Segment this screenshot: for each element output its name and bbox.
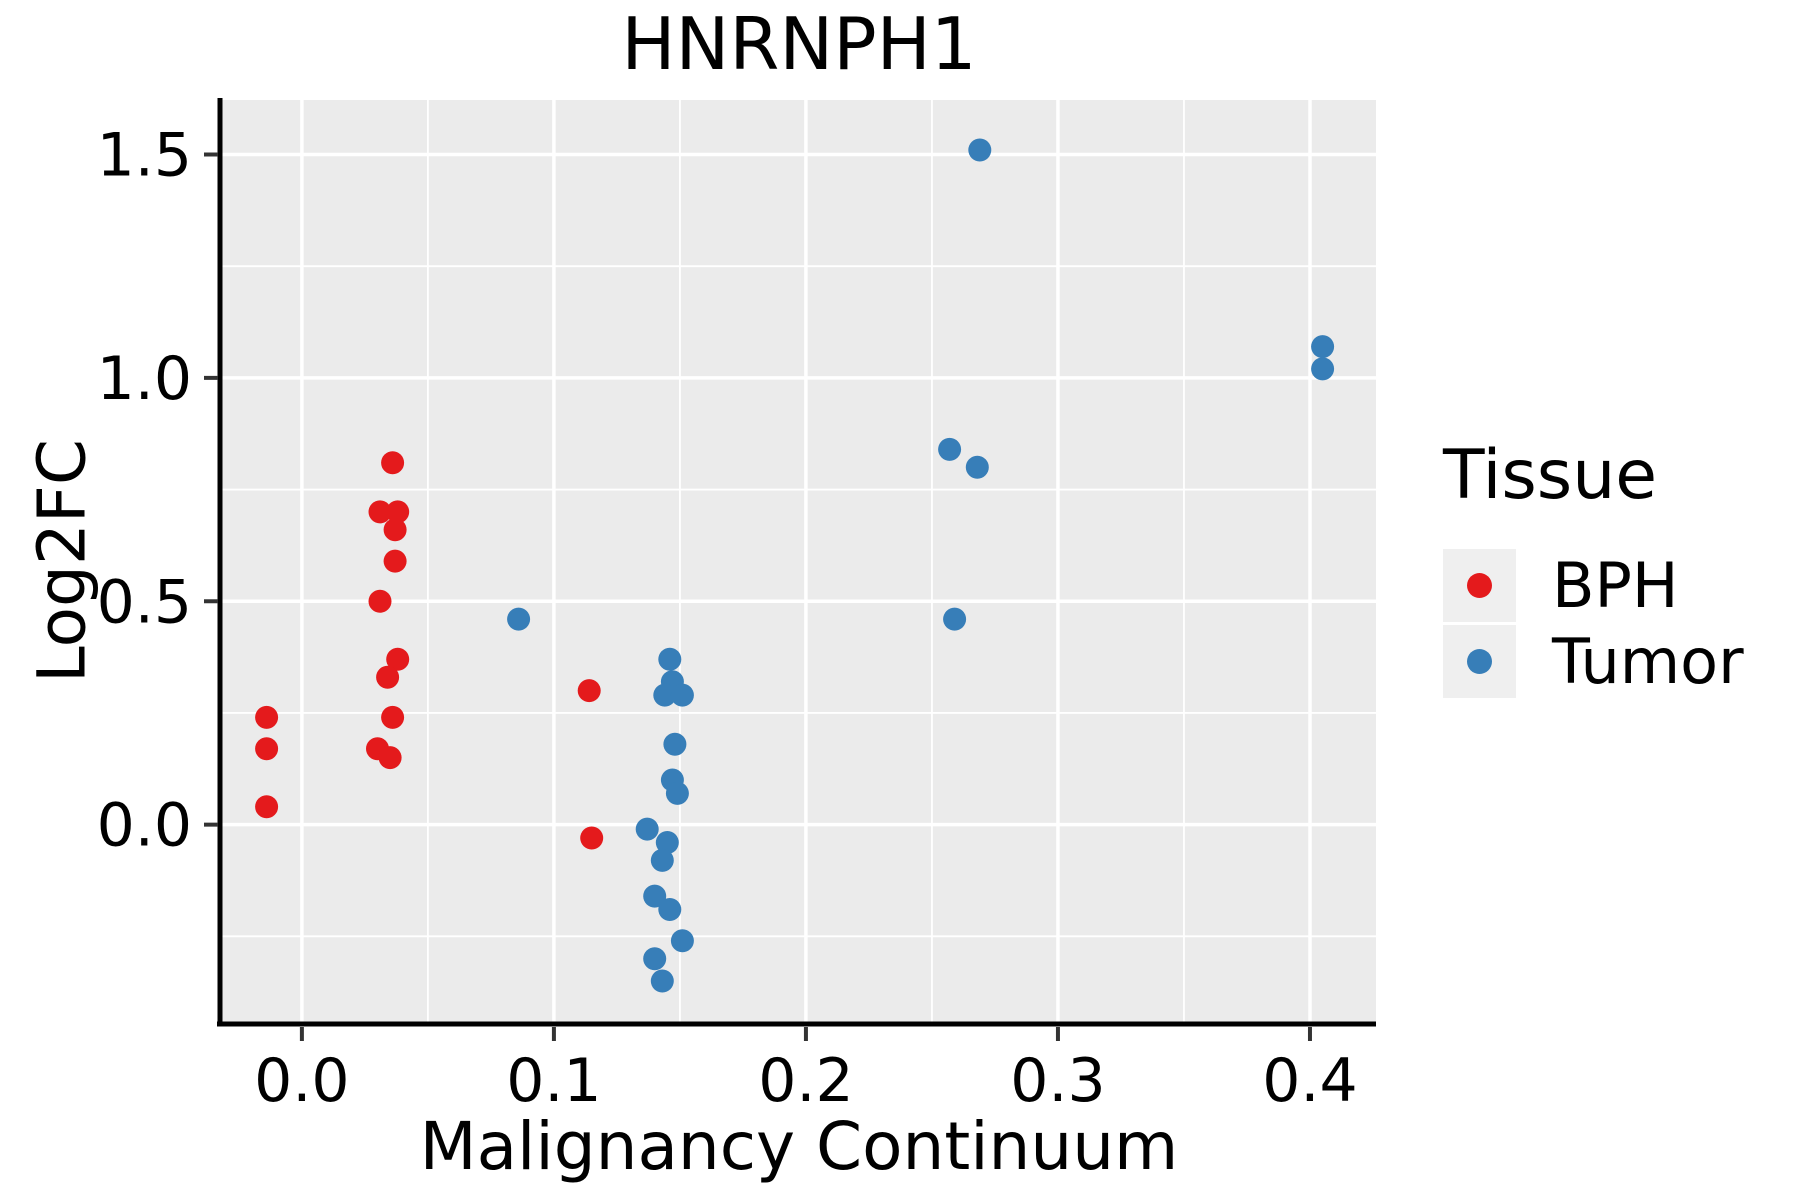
data-point-bph: [386, 647, 410, 671]
y-tick-label: 1.0: [97, 344, 192, 414]
data-point-bph: [381, 705, 405, 729]
data-point-tumor: [643, 884, 667, 908]
bph-marker-icon: [1467, 573, 1492, 598]
data-point-tumor: [665, 781, 689, 805]
data-point-bph: [577, 679, 601, 703]
x-axis-label: Malignancy Continuum: [419, 1108, 1179, 1185]
data-point-tumor: [635, 817, 659, 841]
x-tick-label: 0.4: [1262, 1046, 1357, 1116]
legend-title: Tissue: [1443, 436, 1658, 515]
legend-label-tumor: Tumor: [1552, 625, 1744, 698]
data-point-tumor: [650, 848, 674, 872]
data-point-tumor: [658, 647, 682, 671]
y-tick-label: 1.5: [97, 121, 192, 191]
chart-title: HNRNPH1: [621, 2, 977, 86]
data-point-bph: [378, 746, 402, 770]
data-point-bph: [376, 665, 400, 689]
legend-key-tumor: [1443, 625, 1516, 698]
x-tick-label: 0.3: [1010, 1046, 1105, 1116]
data-point-tumor: [965, 455, 989, 479]
y-axis-label: Log2FC: [23, 439, 101, 683]
data-point-bph: [255, 795, 279, 819]
x-tick-label: 0.2: [758, 1046, 853, 1116]
data-point-tumor: [1311, 357, 1335, 381]
data-point-tumor: [643, 947, 667, 971]
legend-key-bph: [1443, 549, 1516, 622]
data-point-bph: [383, 549, 407, 573]
data-point-bph: [255, 737, 279, 761]
x-tick-label: 0.1: [506, 1046, 601, 1116]
y-tick-label: 0.0: [97, 791, 192, 861]
legend-label-bph: BPH: [1552, 549, 1679, 622]
data-point-tumor: [653, 683, 677, 707]
x-tick-label: 0.0: [254, 1046, 349, 1116]
data-point-bph: [386, 500, 410, 524]
data-point-tumor: [943, 607, 967, 631]
legend-entry-bph: BPH: [1443, 549, 1744, 622]
data-point-bph: [381, 451, 405, 475]
data-point-bph: [255, 705, 279, 729]
legend-entry-tumor: Tumor: [1443, 625, 1744, 698]
data-point-bph: [383, 518, 407, 542]
tumor-marker-icon: [1467, 649, 1492, 674]
legend: Tissue BPH Tumor: [1443, 436, 1744, 701]
data-point-bph: [580, 826, 604, 850]
data-point-tumor: [655, 831, 679, 854]
data-point-bph: [368, 589, 392, 613]
data-point-bph: [368, 500, 392, 524]
data-point-tumor: [650, 969, 674, 993]
data-point-tumor: [663, 732, 687, 756]
data-point-tumor: [968, 138, 992, 162]
data-point-tumor: [938, 437, 962, 461]
data-point-tumor: [670, 929, 694, 953]
y-tick-label: 0.5: [97, 567, 192, 637]
data-point-tumor: [670, 683, 694, 707]
data-point-tumor: [1311, 335, 1335, 359]
data-point-tumor: [507, 607, 531, 631]
data-point-tumor: [658, 898, 682, 921]
